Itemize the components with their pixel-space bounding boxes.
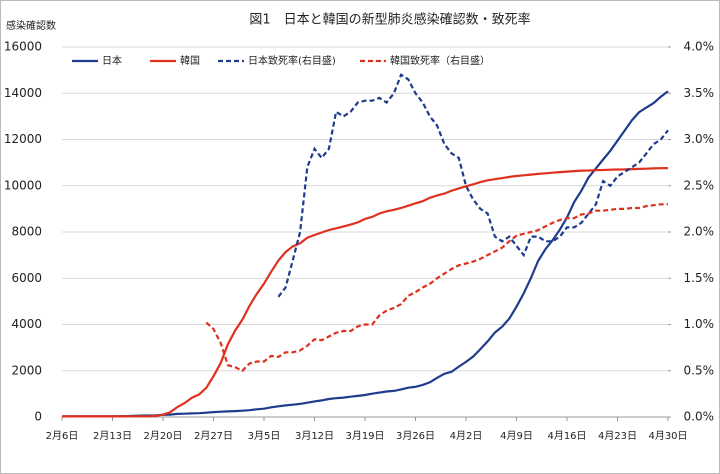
y2-tick-label: 4.0%	[684, 40, 715, 54]
x-tick-label: 2月20日	[143, 430, 182, 442]
x-tick-label: 3月19日	[345, 430, 384, 442]
x-tick-label: 4月2日	[450, 430, 483, 442]
legend-label: 日本	[102, 54, 122, 67]
y-tick-label: 2000	[11, 363, 42, 377]
x-tick-label: 3月26日	[396, 430, 435, 442]
legend-label: 日本致死率(右目盛)	[248, 54, 336, 67]
legend-label: 韓国	[180, 55, 200, 67]
x-tick-label: 4月23日	[598, 430, 637, 442]
y2-tick-label: 1.5%	[684, 271, 715, 285]
y2-tick-label: 0.0%	[684, 410, 715, 424]
y2-tick-label: 1.0%	[684, 317, 715, 331]
y-tick-label: 14000	[4, 86, 42, 100]
x-tick-label: 4月16日	[547, 430, 586, 442]
y2-tick-label: 2.0%	[684, 225, 715, 239]
x-tick-label: 4月9日	[500, 430, 533, 442]
x-tick-label: 3月12日	[295, 430, 334, 442]
y-tick-label: 12000	[4, 132, 42, 146]
y2-tick-label: 0.5%	[684, 363, 715, 377]
y-tick-label: 8000	[11, 225, 42, 239]
y-tick-label: 4000	[11, 317, 42, 331]
x-tick-label: 2月13日	[93, 430, 132, 442]
y-tick-label: 16000	[4, 40, 42, 54]
y-tick-label: 0	[34, 410, 42, 424]
x-tick-label: 2月6日	[46, 430, 79, 442]
x-tick-label: 3月5日	[248, 430, 281, 442]
series-line	[205, 203, 668, 373]
series-line	[277, 73, 669, 298]
y2-tick-label: 3.0%	[684, 132, 715, 146]
x-tick-label: 2月27日	[194, 430, 233, 442]
legend-label: 韓国致死率（右目盛）	[390, 54, 490, 67]
y2-tick-label: 2.5%	[684, 178, 715, 192]
x-tick-label: 4月30日	[648, 430, 687, 442]
series-line	[61, 167, 669, 418]
y-axis-label: 感染確認数	[6, 19, 56, 32]
y-tick-label: 6000	[11, 271, 42, 285]
chart-title: 図1 日本と韓国の新型肺炎感染確認数・致死率	[249, 12, 530, 28]
y-tick-label: 10000	[4, 178, 42, 192]
y2-tick-label: 3.5%	[684, 86, 715, 100]
